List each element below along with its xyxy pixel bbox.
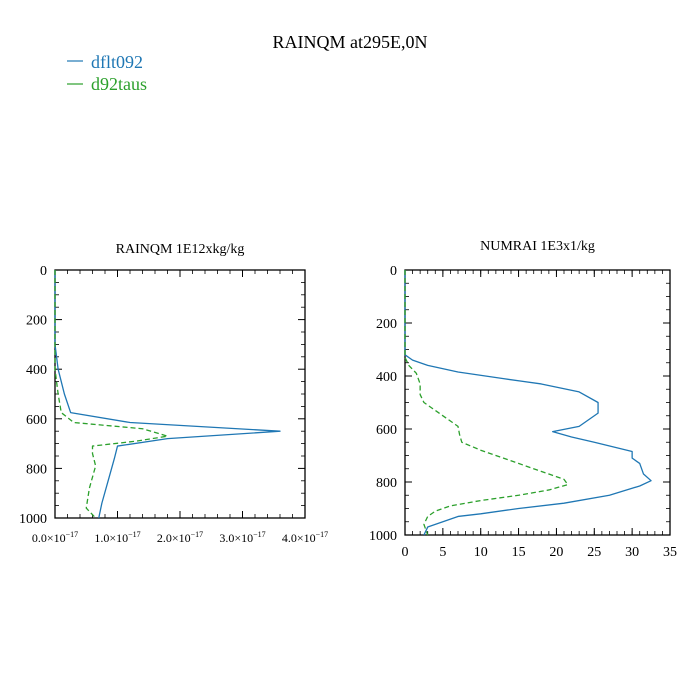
x-tick-label: 0.0×10−17 xyxy=(32,530,78,545)
x-tick-label: 0 xyxy=(402,545,409,560)
x-tick-label: 15 xyxy=(512,545,526,560)
x-tick-label: 4.0×10−17 xyxy=(282,530,328,545)
y-tick-label: 400 xyxy=(26,363,47,378)
y-tick-label: 600 xyxy=(26,413,47,428)
y-tick-label: 1000 xyxy=(369,529,397,544)
plot-frame xyxy=(404,269,671,536)
x-tick-label: 2.0×10−17 xyxy=(157,530,203,545)
panel-title: NUMRAI 1E3x1/kg xyxy=(480,239,595,254)
y-tick-label: 0 xyxy=(40,264,47,279)
series-line-d92taus xyxy=(404,270,569,536)
x-tick-label: 25 xyxy=(587,545,601,560)
x-tick-label: 35 xyxy=(663,545,677,560)
rainqm-panel: RAINQM 1E12xkg/kg 0 200 400 600 800 1000 0.0×10… xyxy=(19,242,328,545)
legend: dflt092 d92taus xyxy=(67,52,147,94)
legend-label-d92taus: d92taus xyxy=(91,74,147,94)
y-tick-label: 800 xyxy=(26,462,47,477)
series-line-dflt092 xyxy=(54,270,281,519)
series-line-d92taus xyxy=(54,270,169,519)
panel-title: RAINQM 1E12xkg/kg xyxy=(116,242,245,257)
y-tick-label: 1000 xyxy=(19,512,47,527)
y-tick-label: 400 xyxy=(376,370,397,385)
x-tick-label: 5 xyxy=(439,545,446,560)
series-line-dflt092 xyxy=(404,270,652,536)
legend-label-dflt092: dflt092 xyxy=(91,52,143,72)
y-tick-label: 600 xyxy=(376,423,397,438)
x-tick-label: 30 xyxy=(625,545,639,560)
figure-title: RAINQM at295E,0N xyxy=(273,32,428,52)
y-tick-label: 200 xyxy=(26,314,47,329)
x-tick-label: 10 xyxy=(474,545,488,560)
y-tick-label: 200 xyxy=(376,317,397,332)
plot-frame xyxy=(54,269,306,519)
x-tick-label: 1.0×10−17 xyxy=(94,530,140,545)
numrai-panel: NUMRAI 1E3x1/kg 0 200 400 600 800 1000 0 5 10 15 20… xyxy=(369,239,677,560)
x-tick-label: 20 xyxy=(549,545,563,560)
y-tick-label: 800 xyxy=(376,476,397,491)
y-tick-label: 0 xyxy=(390,264,397,279)
x-tick-label: 3.0×10−17 xyxy=(219,530,265,545)
